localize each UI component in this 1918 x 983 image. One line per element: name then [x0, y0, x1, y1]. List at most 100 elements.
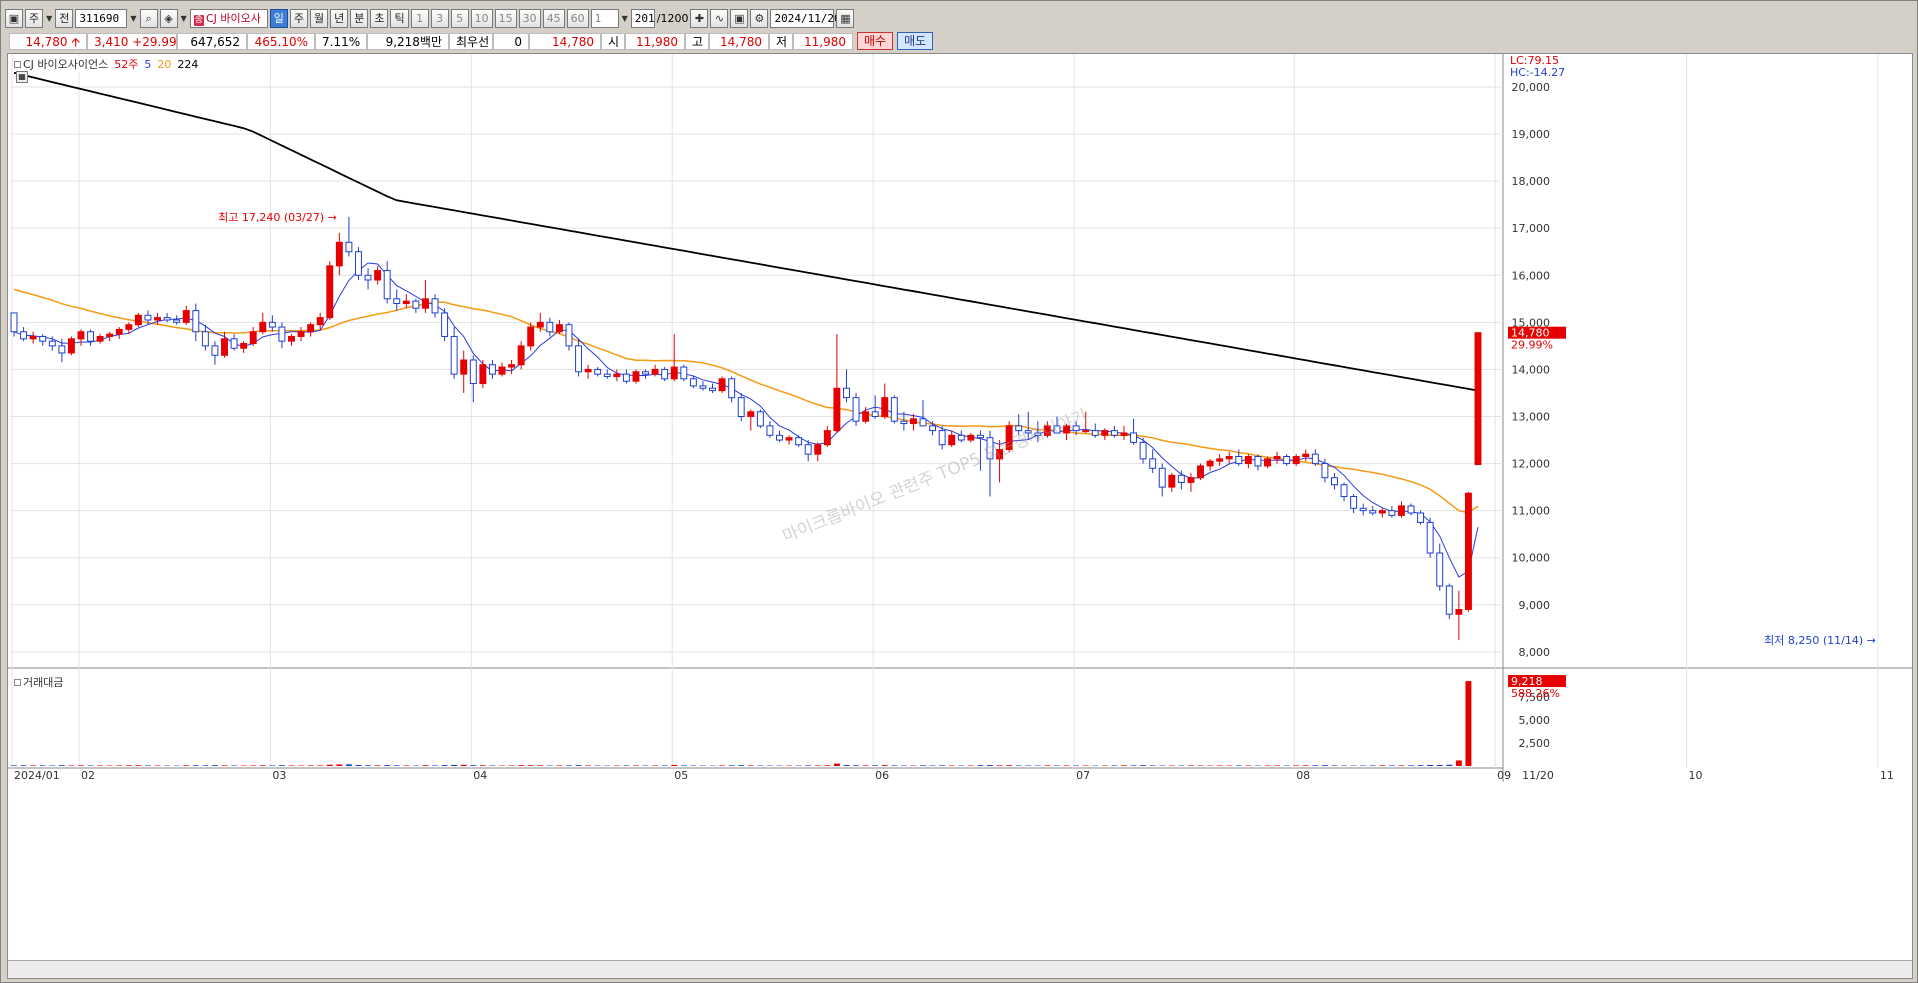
- volume-pct-label: 588.26%: [1511, 687, 1560, 700]
- candle-body: [134, 314, 142, 326]
- candle-body: [1024, 430, 1032, 434]
- period-minute-button[interactable]: 분: [350, 8, 369, 28]
- bars-count-input[interactable]: 201: [630, 8, 655, 28]
- grid-toggle-icon[interactable]: ▦: [16, 71, 28, 83]
- ma20-line: [13, 288, 1479, 514]
- candle-body: [374, 270, 382, 281]
- candle-body: [1302, 453, 1310, 458]
- x-tick-label: 10: [1689, 769, 1703, 782]
- gear-icon[interactable]: ⚙: [750, 8, 769, 28]
- candle-body: [938, 430, 946, 446]
- crosshair-icon[interactable]: ✚: [690, 8, 709, 28]
- candle-body: [862, 411, 870, 422]
- candle-body: [546, 321, 554, 333]
- interval-count-input[interactable]: 1: [590, 8, 619, 28]
- candle-body: [173, 319, 181, 323]
- volume-bar: [862, 765, 869, 766]
- candle-body: [632, 371, 640, 382]
- chevron-down-icon[interactable]: ▼: [46, 13, 53, 23]
- interval-10-button[interactable]: 10: [470, 8, 493, 28]
- period-week-button[interactable]: 주: [289, 8, 308, 28]
- interval-5-button[interactable]: 5: [450, 8, 469, 28]
- buy-button[interactable]: 매수: [857, 32, 894, 50]
- volume-bar: [30, 765, 37, 766]
- stock-name-field[interactable]: 종 CJ 바이오사: [189, 8, 268, 28]
- candle-body: [1369, 510, 1377, 514]
- volume-legend-label: 거래대금: [14, 674, 63, 690]
- price-chart[interactable]: 8,000 9,000 10,000 11,000 12,000 13,000 14,000…: [8, 54, 1912, 960]
- candle-body: [1254, 456, 1262, 467]
- candle-body: [575, 345, 583, 373]
- interval-1-button[interactable]: 1: [410, 8, 429, 28]
- volume-bar: [719, 765, 726, 766]
- prev-button[interactable]: 전: [55, 8, 74, 28]
- volume-bar: [336, 764, 343, 766]
- candle-body: [412, 300, 420, 309]
- volume-bar: [144, 765, 151, 766]
- volume-bar: [728, 765, 735, 766]
- y-tick-label: 12,000: [1512, 458, 1551, 471]
- candle-body: [1101, 430, 1109, 436]
- sound-dropdown-icon[interactable]: ▼: [180, 13, 187, 23]
- lc-label: LC:79.15: [1510, 54, 1559, 67]
- interval-30-button[interactable]: 30: [518, 8, 541, 28]
- x-tick-label: 04: [473, 769, 487, 782]
- layout-icon[interactable]: ▣: [5, 8, 23, 28]
- candle-body: [393, 298, 401, 305]
- candle-body: [737, 397, 745, 417]
- candle-body: [957, 434, 965, 441]
- annotations: 최고 17,240 (03/27) → 최저 8,250 (11/14) → LC:…: [218, 54, 1876, 700]
- volume-bar: [1235, 765, 1242, 766]
- volume-bar: [1120, 765, 1127, 766]
- candle-body: [976, 434, 984, 439]
- volume-bar: [374, 765, 381, 766]
- horizontal-scrollbar[interactable]: [8, 960, 1912, 978]
- x-tick-label: 08: [1296, 769, 1310, 782]
- trendline-icon[interactable]: ∿: [710, 8, 729, 28]
- candle-body: [508, 364, 516, 368]
- volume-bar: [1274, 765, 1281, 766]
- volume-bar: [288, 765, 295, 766]
- y-tick-label: 19,000: [1512, 128, 1551, 141]
- candle-body: [364, 274, 372, 281]
- code-dropdown-icon[interactable]: ▼: [130, 13, 137, 23]
- legend-ma52: 52주: [114, 58, 139, 71]
- volume-bar: [479, 765, 486, 766]
- x-tick-label: 2024/01: [14, 769, 60, 782]
- chart-type-button[interactable]: 주: [25, 8, 44, 28]
- date-input[interactable]: 2024/11/20: [770, 8, 841, 28]
- y-tick-label: 9,000: [1519, 599, 1551, 612]
- candle-body: [517, 345, 525, 366]
- period-month-button[interactable]: 월: [309, 8, 329, 28]
- period-day-button[interactable]: 일: [269, 8, 288, 28]
- period-second-button[interactable]: 초: [370, 8, 389, 28]
- candle-body: [1158, 467, 1166, 488]
- interval-60-button[interactable]: 60: [566, 8, 589, 28]
- volume-bar: [11, 765, 17, 766]
- volume-bar: [489, 765, 496, 766]
- candle-body: [469, 359, 477, 385]
- interval-3-button[interactable]: 3: [430, 8, 449, 28]
- candle-body: [1244, 456, 1252, 465]
- period-year-button[interactable]: 년: [330, 8, 349, 28]
- save-icon[interactable]: ▣: [730, 8, 749, 28]
- y-tick-label: 18,000: [1512, 175, 1551, 188]
- interval-45-button[interactable]: 45: [542, 8, 565, 28]
- stock-code-input[interactable]: 311690: [75, 8, 128, 28]
- volume-bar: [345, 764, 352, 766]
- interval-15-button[interactable]: 15: [494, 8, 517, 28]
- period-tick-button[interactable]: 틱: [390, 8, 409, 28]
- candle-body: [622, 373, 630, 382]
- sound-icon[interactable]: ◈: [159, 8, 178, 28]
- chart-area[interactable]: 8,000 9,000 10,000 11,000 12,000 13,000 14,000…: [7, 53, 1913, 979]
- search-icon[interactable]: ⌕: [139, 8, 158, 28]
- calendar-icon[interactable]: ▦: [836, 8, 855, 28]
- volume-bar: [384, 765, 391, 766]
- volume-bar: [805, 765, 812, 766]
- volume-bar: [1149, 765, 1156, 766]
- sell-button[interactable]: 매도: [897, 32, 934, 50]
- interval-dropdown-icon[interactable]: ▼: [621, 13, 628, 23]
- legend-ma20: 20: [157, 57, 172, 71]
- volume-legend: 거래대금: [14, 674, 64, 690]
